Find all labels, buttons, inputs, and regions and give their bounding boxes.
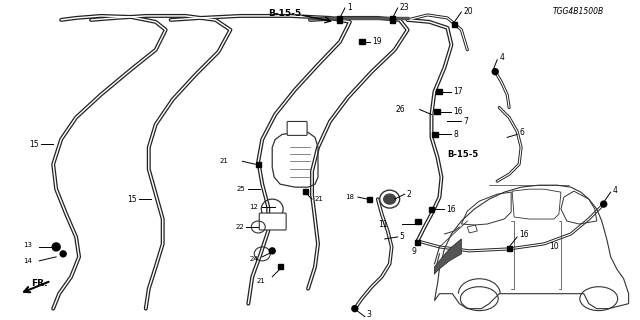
Bar xyxy=(303,189,308,194)
Text: 22: 22 xyxy=(236,224,244,230)
Circle shape xyxy=(269,248,275,254)
Text: 19: 19 xyxy=(372,37,381,46)
Circle shape xyxy=(492,69,498,75)
Text: 6: 6 xyxy=(519,128,524,137)
Bar xyxy=(429,207,435,212)
Bar xyxy=(256,162,260,167)
Bar xyxy=(367,196,372,202)
Polygon shape xyxy=(435,239,461,274)
Text: 24: 24 xyxy=(250,256,259,262)
Text: 18: 18 xyxy=(345,194,354,200)
Text: 13: 13 xyxy=(23,242,33,248)
Circle shape xyxy=(52,243,60,251)
Text: 14: 14 xyxy=(23,258,32,264)
Bar xyxy=(507,246,511,252)
Text: 15: 15 xyxy=(127,195,136,204)
Text: 21: 21 xyxy=(257,278,265,284)
Text: 16: 16 xyxy=(447,204,456,213)
Text: 9: 9 xyxy=(411,247,416,256)
Bar xyxy=(359,39,365,44)
Bar xyxy=(390,16,395,23)
Text: 16: 16 xyxy=(453,107,463,116)
Text: 26: 26 xyxy=(396,105,406,114)
Text: 5: 5 xyxy=(399,232,404,242)
Text: 1: 1 xyxy=(347,4,351,12)
Text: 4: 4 xyxy=(612,186,618,195)
FancyBboxPatch shape xyxy=(259,213,286,230)
Bar xyxy=(415,219,420,223)
Text: TGG4B1500B: TGG4B1500B xyxy=(552,7,604,16)
Text: 23: 23 xyxy=(399,4,409,12)
Text: 16: 16 xyxy=(519,230,529,239)
Text: 3: 3 xyxy=(367,310,372,319)
Text: 20: 20 xyxy=(463,7,473,16)
Text: FR.: FR. xyxy=(31,279,48,288)
Bar xyxy=(435,109,440,114)
Text: 12: 12 xyxy=(250,204,259,210)
Circle shape xyxy=(601,201,607,207)
Circle shape xyxy=(60,251,66,257)
Text: 7: 7 xyxy=(463,117,468,126)
Text: 21: 21 xyxy=(314,196,323,202)
Text: 11: 11 xyxy=(378,220,388,228)
Ellipse shape xyxy=(384,194,396,204)
Circle shape xyxy=(352,306,358,312)
Bar xyxy=(452,22,457,28)
Text: B-15-5: B-15-5 xyxy=(447,150,479,159)
Text: 15: 15 xyxy=(29,140,39,149)
Text: 10: 10 xyxy=(549,242,559,252)
Bar xyxy=(337,16,342,23)
FancyBboxPatch shape xyxy=(287,122,307,135)
Text: 2: 2 xyxy=(406,190,412,199)
Text: B-15-5: B-15-5 xyxy=(268,9,301,19)
Text: 8: 8 xyxy=(453,130,458,139)
Bar xyxy=(415,240,420,245)
Text: 25: 25 xyxy=(237,186,245,192)
Bar xyxy=(436,89,442,94)
Text: 21: 21 xyxy=(220,158,228,164)
Text: 4: 4 xyxy=(499,53,504,62)
Bar xyxy=(433,132,438,137)
Bar xyxy=(278,264,283,269)
Text: 17: 17 xyxy=(453,87,463,96)
